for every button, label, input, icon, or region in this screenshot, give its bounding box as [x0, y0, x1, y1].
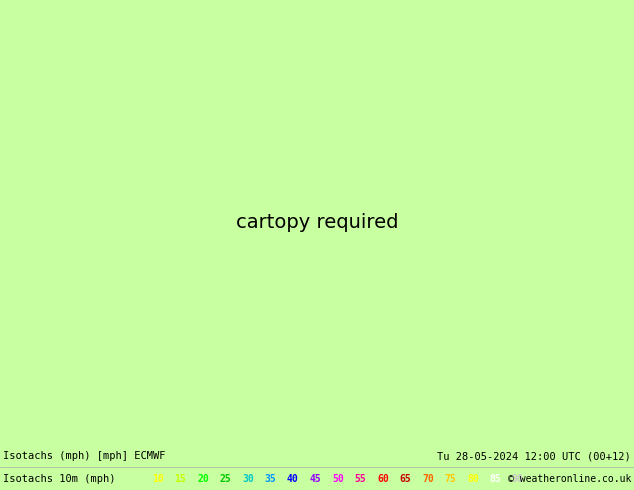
Text: 40: 40: [287, 474, 299, 484]
Text: 30: 30: [242, 474, 254, 484]
Text: 15: 15: [174, 474, 186, 484]
Text: 45: 45: [309, 474, 321, 484]
Text: 70: 70: [422, 474, 434, 484]
Text: 90: 90: [512, 474, 524, 484]
Text: © weatheronline.co.uk: © weatheronline.co.uk: [508, 474, 631, 484]
Text: Isotachs 10m (mph): Isotachs 10m (mph): [3, 474, 115, 484]
Text: 75: 75: [444, 474, 456, 484]
Text: Tu 28-05-2024 12:00 UTC (00+12): Tu 28-05-2024 12:00 UTC (00+12): [437, 451, 631, 461]
Text: Isotachs (mph) [mph] ECMWF: Isotachs (mph) [mph] ECMWF: [3, 451, 165, 461]
Text: 85: 85: [489, 474, 501, 484]
Text: 80: 80: [467, 474, 479, 484]
Text: 50: 50: [332, 474, 344, 484]
Text: 10: 10: [152, 474, 164, 484]
Text: 20: 20: [197, 474, 209, 484]
Text: 25: 25: [219, 474, 231, 484]
Text: 65: 65: [399, 474, 411, 484]
Text: 35: 35: [264, 474, 276, 484]
Text: cartopy required: cartopy required: [236, 213, 398, 232]
Text: 55: 55: [354, 474, 366, 484]
Text: 60: 60: [377, 474, 389, 484]
